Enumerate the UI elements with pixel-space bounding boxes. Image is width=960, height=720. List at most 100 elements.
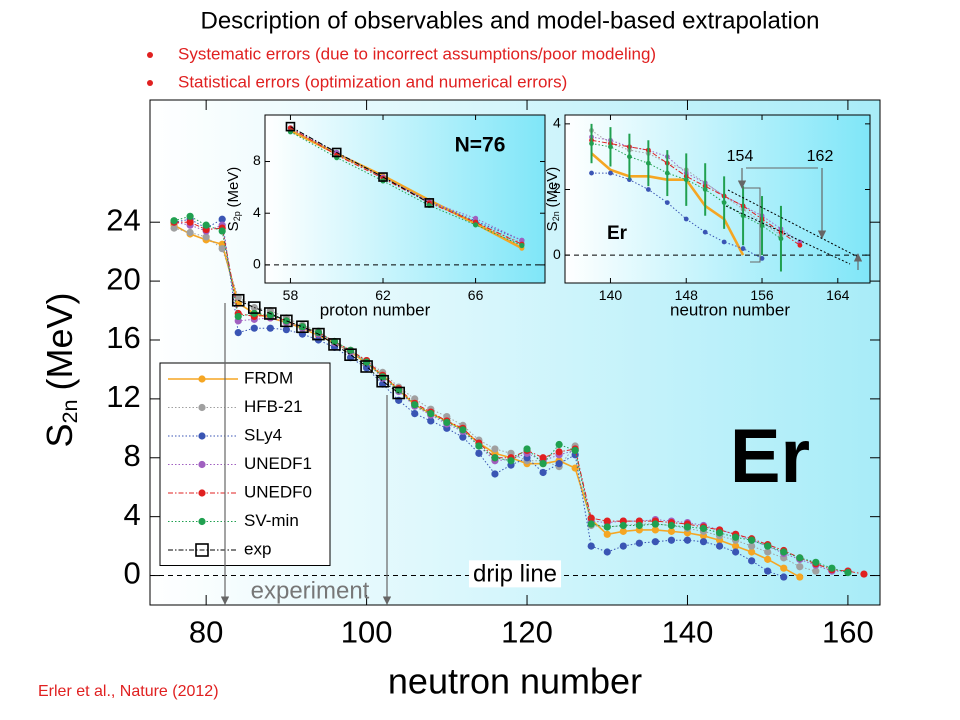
legend-label: SLy4 [244,425,282,444]
annotation: N=76 [455,134,506,157]
data-point [264,307,277,320]
x-tick-label: 62 [375,287,391,303]
x-axis-label: neutron number [388,661,642,702]
data-point [651,538,659,546]
data-point [699,524,708,533]
y-tick-label: 2 [553,180,561,196]
y-label-subscript: 2p [232,211,242,221]
y-axis-label: S2n (MeV) [544,167,561,232]
legend-label: FRDM [244,368,293,387]
data-point [519,242,525,249]
data-point [667,536,676,544]
data-point [472,222,479,228]
data-point [475,449,483,457]
data-point [778,236,784,242]
data-point [748,536,756,544]
series-line [591,136,801,243]
legend-label: exp [244,539,271,558]
data-point [715,529,724,537]
data-point [170,224,178,232]
data-point [331,147,342,158]
data-point [732,533,740,541]
bullet-dot [147,52,153,58]
data-point [202,233,210,241]
x-tick-label: 100 [341,615,393,650]
data-point [683,177,689,183]
data-point [475,442,483,450]
y-label-symbol: S [225,221,242,231]
data-point [411,410,419,418]
data-point [699,538,708,546]
data-point [186,218,194,226]
data-point [740,246,746,251]
data-point [411,401,419,409]
data-point [844,569,852,577]
data-point [519,237,525,243]
bullet-dot [147,80,153,86]
slide-title: Description of observables and model-bas… [200,7,819,34]
data-point [282,317,290,325]
data-point [443,418,451,427]
series-line [591,130,782,236]
y-tick-label: 20 [106,261,140,296]
data-point [828,564,836,572]
data-point [608,144,613,150]
data-point [780,548,788,556]
data-point [645,187,651,192]
data-point [740,213,746,219]
data-point [362,358,371,366]
data-point [282,326,290,334]
data-point [459,433,467,441]
y-axis-label: S2n (MeV) [39,292,82,447]
series-line [591,139,801,246]
data-point [280,314,293,328]
data-point [392,386,405,400]
series-line [289,129,523,250]
data-point [759,223,765,228]
legend-marker [198,517,206,526]
data-point [587,514,595,522]
x-axis-label: proton number [320,300,431,319]
data-point [360,360,373,373]
data-point [555,460,563,468]
data-point [296,320,309,334]
extrap-line [725,189,861,265]
data-point [539,468,547,477]
data-point [218,245,226,253]
data-point [764,548,772,556]
data-point [555,440,563,449]
legend-label: SV-min [244,511,299,530]
data-point [539,454,547,462]
data-point [539,460,547,468]
legend-marker [198,460,206,469]
y-tick-label: 0 [553,246,561,262]
data-point [603,523,611,531]
data-point [627,154,632,160]
data-point [589,141,594,146]
legend-marker [198,432,206,440]
y-tick-label: 16 [106,320,140,355]
data-point [186,228,194,237]
bullet: Statistical errors (optimization and num… [178,72,567,91]
chart: 140 148 156 164 0 2 4 neutron number S2n (MeV) Er 1… [544,114,871,319]
data-point [732,548,740,556]
data-point [555,448,563,456]
y-tick-label: 8 [123,438,140,473]
data-point [603,517,611,525]
y-tick-label: 0 [123,556,140,591]
data-point [608,170,613,176]
data-point [571,464,579,472]
x-tick-label: 160 [822,615,874,650]
data-point [619,527,627,535]
data-point [664,170,670,176]
data-point [748,557,756,565]
data-point [860,570,868,578]
legend-marker [198,375,206,383]
data-point [796,573,804,581]
y-label-unit: (MeV) [225,167,242,208]
y-label-symbol: S [544,221,561,231]
data-point [603,548,611,556]
data-point [459,426,467,434]
data-point [378,172,388,182]
data-point [683,523,692,531]
